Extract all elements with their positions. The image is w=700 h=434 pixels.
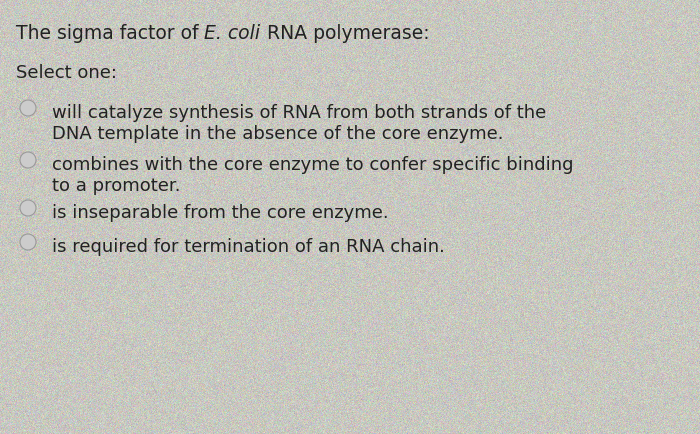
Text: E. coli: E. coli bbox=[204, 24, 260, 43]
Circle shape bbox=[20, 100, 36, 116]
Text: The sigma factor of: The sigma factor of bbox=[16, 24, 204, 43]
Text: Select one:: Select one: bbox=[16, 64, 117, 82]
Text: to a promoter.: to a promoter. bbox=[52, 177, 181, 195]
Circle shape bbox=[20, 200, 36, 216]
Text: combines with the core enzyme to confer specific binding: combines with the core enzyme to confer … bbox=[52, 156, 573, 174]
Text: will catalyze synthesis of RNA from both strands of the: will catalyze synthesis of RNA from both… bbox=[52, 104, 546, 122]
Text: DNA template in the absence of the core enzyme.: DNA template in the absence of the core … bbox=[52, 125, 503, 143]
Circle shape bbox=[20, 234, 36, 250]
Circle shape bbox=[20, 152, 36, 168]
Text: RNA polymerase:: RNA polymerase: bbox=[260, 24, 429, 43]
Text: is required for termination of an RNA chain.: is required for termination of an RNA ch… bbox=[52, 238, 445, 256]
Text: is inseparable from the core enzyme.: is inseparable from the core enzyme. bbox=[52, 204, 389, 222]
